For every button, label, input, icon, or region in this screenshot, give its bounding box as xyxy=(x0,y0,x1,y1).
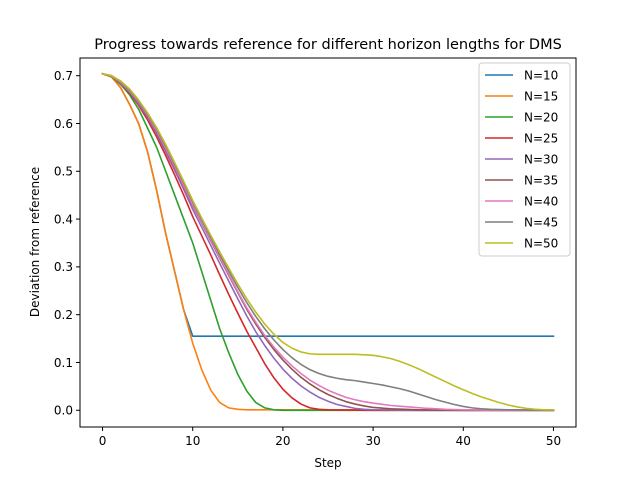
y-tick-label: 0.7 xyxy=(54,69,73,83)
series-line-n-25 xyxy=(101,72,555,412)
y-tick-label: 0.0 xyxy=(54,404,73,418)
series-line-n-50 xyxy=(101,72,555,411)
y-axis-label: Deviation from reference xyxy=(28,167,42,317)
legend-entry-label: N=25 xyxy=(524,131,558,145)
x-tick-label: 0 xyxy=(99,434,107,448)
y-tick-label: 0.2 xyxy=(54,308,73,322)
legend: N=10 N=15 N=20 N=25 N=30 N=35 N=40 N=45 N=50 xyxy=(478,62,571,257)
x-axis-label: Step xyxy=(314,456,341,470)
series-line-n-30 xyxy=(101,72,555,412)
y-tick-label: 0.5 xyxy=(54,165,73,179)
series-line-n-40 xyxy=(101,72,555,412)
legend-entry-label: N=35 xyxy=(524,173,558,187)
legend-entry-label: N=45 xyxy=(524,215,558,229)
legend-box xyxy=(478,62,571,257)
axes-frame xyxy=(79,57,577,428)
x-tick-label: 30 xyxy=(365,434,380,448)
legend-entry-label: N=50 xyxy=(524,236,558,250)
y-tick-label: 0.1 xyxy=(54,356,73,370)
series-line-n-20 xyxy=(101,72,555,412)
legend-entry-label: N=15 xyxy=(524,89,558,103)
x-tick-label: 20 xyxy=(275,434,290,448)
legend-entry-label: N=40 xyxy=(524,194,558,208)
x-tick-label: 10 xyxy=(185,434,200,448)
x-tick-label: 50 xyxy=(546,434,561,448)
y-axis: 0.0 0.1 0.2 0.3 0.4 0.5 0.6 0.7 xyxy=(54,69,80,418)
chart-title: Progress towards reference for different… xyxy=(94,37,562,53)
y-tick-label: 0.6 xyxy=(54,117,73,131)
series-layer xyxy=(101,72,555,412)
legend-entry-label: N=20 xyxy=(524,110,558,124)
x-tick-label: 40 xyxy=(456,434,471,448)
legend-entry-label: N=30 xyxy=(524,152,558,166)
x-axis: 0 10 20 30 40 50 xyxy=(99,427,561,448)
y-tick-label: 0.4 xyxy=(54,212,73,226)
legend-entry-label: N=10 xyxy=(524,68,558,82)
y-tick-label: 0.3 xyxy=(54,260,73,274)
